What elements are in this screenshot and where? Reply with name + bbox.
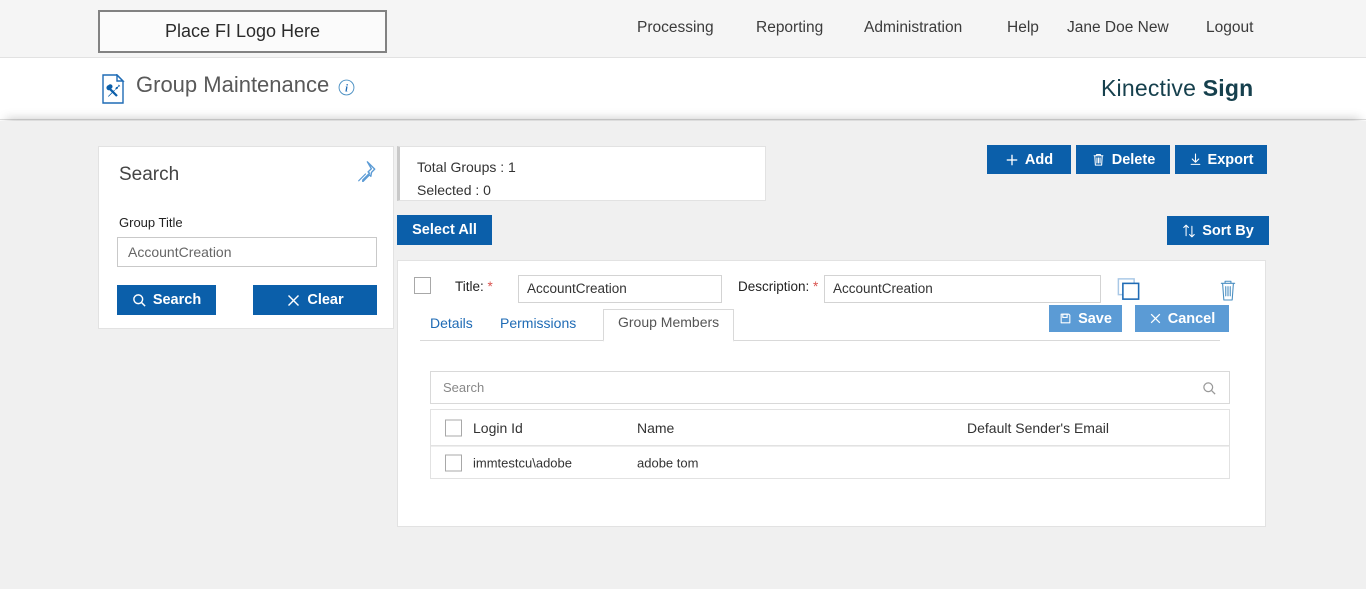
svg-text:i: i — [345, 83, 348, 94]
